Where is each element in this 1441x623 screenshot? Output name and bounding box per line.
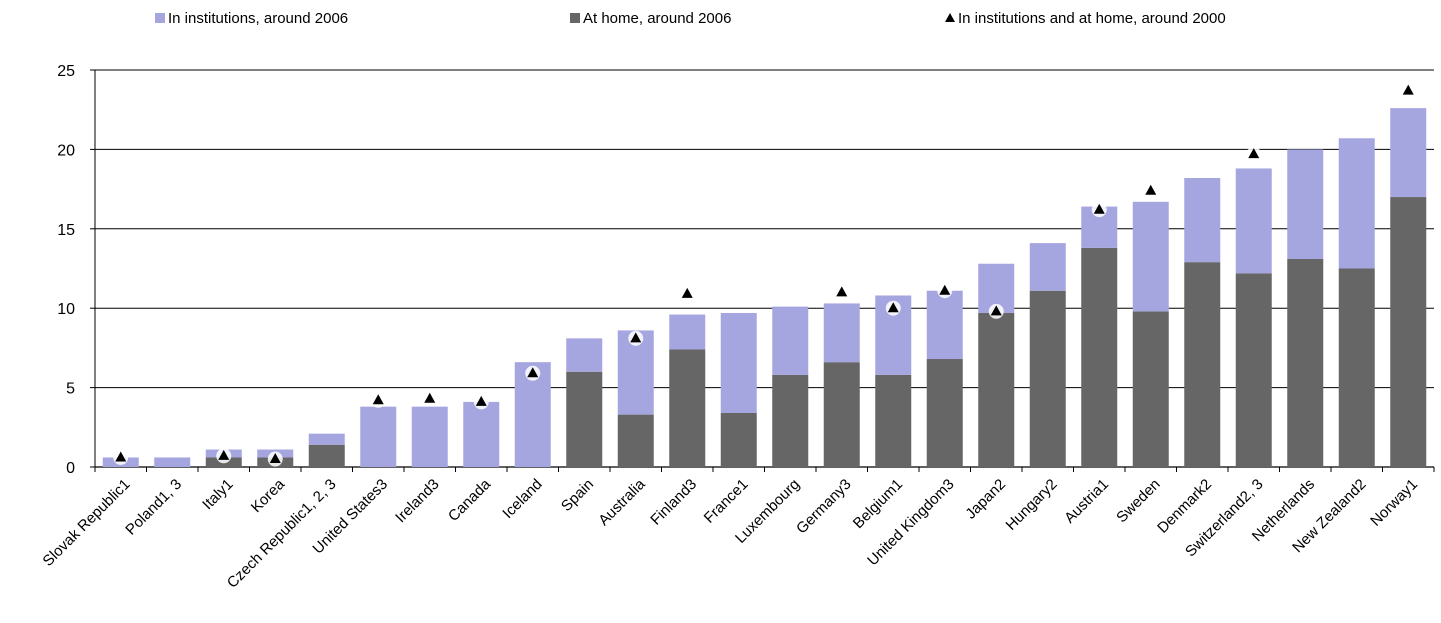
marker-2000 (989, 304, 1004, 319)
marker-2000 (268, 452, 283, 467)
x-tick-label: United Kingdom3 (864, 476, 957, 569)
x-tick-label: Korea (248, 475, 289, 516)
bar-at-home (978, 313, 1014, 467)
bar-at-home (566, 372, 602, 467)
marker-2000 (474, 394, 489, 409)
bars (103, 108, 1427, 467)
marker-2000 (886, 301, 901, 316)
x-tick-label: Sweden (1113, 476, 1163, 526)
x-tick-label: Norway1 (1367, 476, 1421, 530)
bar-at-home (1287, 259, 1323, 467)
bar-in-institutions (927, 291, 963, 359)
bar-at-home (1133, 311, 1169, 467)
bar-at-home (772, 375, 808, 467)
bar-in-institutions (1287, 149, 1323, 259)
bar-in-institutions (412, 407, 448, 467)
marker-2000 (422, 391, 437, 406)
bar-in-institutions (566, 338, 602, 371)
y-tick-label: 0 (66, 460, 75, 477)
bar-at-home (1184, 262, 1220, 467)
bar-in-institutions (1030, 243, 1066, 291)
x-tick-label: Finland3 (647, 476, 700, 529)
x-tick-label: Austria1 (1061, 476, 1112, 527)
marker-2000 (1143, 183, 1158, 198)
y-tick-label: 20 (57, 142, 75, 159)
x-tick-label: Canada (445, 475, 495, 525)
x-tick-label: Japan2 (962, 476, 1009, 523)
marker-2000 (680, 286, 695, 301)
bar-at-home (824, 362, 860, 467)
x-tick-label: Iceland (499, 476, 545, 522)
bar-at-home (927, 359, 963, 467)
marker-2000 (216, 448, 231, 463)
x-tick-label: Germany3 (793, 476, 855, 538)
y-axis: 0 5 10 15 20 25 (57, 63, 95, 477)
bar-at-home (1081, 248, 1117, 467)
x-tick-label: Ireland3 (392, 476, 442, 526)
bar-in-institutions (1390, 108, 1426, 197)
x-tick-label: Poland1, 3 (122, 476, 185, 539)
bar-in-institutions (1133, 202, 1169, 312)
bar-in-institutions (463, 402, 499, 467)
bar-at-home (309, 445, 345, 467)
bar-at-home (1030, 291, 1066, 467)
x-tick-label: France1 (701, 476, 752, 527)
bar-at-home (618, 415, 654, 467)
bar-in-institutions (1236, 168, 1272, 273)
bar-at-home (1236, 273, 1272, 467)
x-tick-label: Italy1 (199, 476, 236, 513)
bar-in-institutions (721, 313, 757, 413)
bar-in-institutions (1184, 178, 1220, 262)
bar-at-home (1339, 269, 1375, 468)
marker-2000 (1092, 202, 1107, 217)
bar-in-institutions (360, 407, 396, 467)
y-tick-label: 10 (57, 301, 75, 318)
marker-2000 (628, 331, 643, 346)
bar-in-institutions (772, 307, 808, 375)
x-tick-label: Australia (595, 475, 649, 529)
x-tick-label: Slovak Republic1 (40, 476, 134, 570)
bar-in-institutions (669, 315, 705, 350)
y-tick-label: 5 (66, 381, 75, 398)
x-tick-label: Spain (558, 476, 597, 515)
marker-2000 (1246, 147, 1261, 162)
markers-2000 (113, 83, 1416, 466)
bar-at-home (721, 413, 757, 467)
bar-at-home (1390, 197, 1426, 467)
marker-2000 (371, 393, 386, 408)
y-tick-label: 25 (57, 63, 75, 80)
bar-in-institutions (154, 457, 190, 467)
y-tick-label: 15 (57, 222, 75, 239)
marker-2000 (1401, 83, 1416, 98)
bar-in-institutions (824, 303, 860, 362)
marker-2000 (937, 283, 952, 298)
x-tick-label: Hungary2 (1003, 476, 1061, 534)
marker-2000 (525, 366, 540, 381)
bar-in-institutions (309, 434, 345, 445)
marker-2000 (113, 450, 128, 465)
bar-at-home (875, 375, 911, 467)
bar-at-home (669, 349, 705, 467)
marker-2000 (834, 285, 849, 300)
gridlines (90, 70, 1434, 467)
bar-in-institutions (1339, 138, 1375, 268)
